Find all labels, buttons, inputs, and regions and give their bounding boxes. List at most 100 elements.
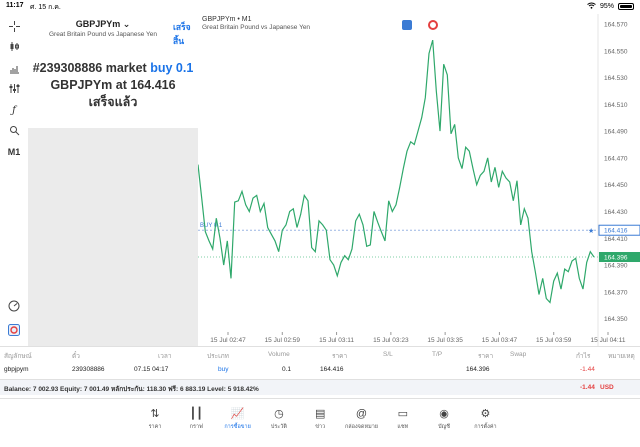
tab-label: การตั้งค่า [474,424,497,430]
column-header: ราคา [332,353,348,360]
status-right: 95% [587,2,634,11]
panel-background [28,128,198,346]
y-tick-label: 164.490 [604,129,628,136]
symbol-description: Great Britain Pound vs Japanese Yen [48,31,158,38]
column-header: Volume [268,351,290,358]
chat-icon: ▭ [397,408,408,420]
mail-at-icon: @ [355,408,368,420]
chart-icons [402,20,438,30]
order-status: เสร็จแล้ว [88,95,138,109]
row-type: buy [218,366,229,373]
star-icon: ★ [588,227,594,235]
objects-icon[interactable] [5,122,23,138]
order-ticket: #239308886 market [32,61,147,75]
x-tick-label: 15 Jul 02:47 [210,337,246,344]
one-click-trading-icon[interactable] [428,20,438,30]
wifi-icon [587,2,596,11]
order-result-message: #239308886 market buy 0.1 GBPJPYm at 164… [28,60,198,111]
tab-label: ประวัติ [270,424,287,430]
tab-arrows-updown[interactable]: ⇅ ราคา [137,407,173,431]
tab-label: บัญชี [438,424,451,430]
column-header: ประเภท [207,353,229,360]
y-tick-label: 164.530 [604,75,628,82]
tab-account[interactable]: ◉ บัญชี [426,407,462,431]
symbol-selector[interactable]: GBPJPYm ⌄ [28,19,178,30]
timeframe-label[interactable]: M1 [7,147,21,157]
row-profit: -1.44 [580,366,595,373]
trade-panel-icon[interactable] [402,20,412,30]
sliders-icon[interactable] [5,80,23,96]
fill-price: 164.416 [130,78,176,92]
y-tick-label: 164.510 [604,102,628,109]
tab-chat[interactable]: ▭ แชท [385,407,421,431]
x-tick-label: 15 Jul 03:23 [373,337,409,344]
column-header: หมายเหตุ [608,353,635,360]
buy-price-tag-text: 164.416 [604,228,628,235]
tab-mail-at[interactable]: @ กล่องจดหมาย [344,407,380,431]
crosshair-icon[interactable] [5,18,23,34]
x-tick-label: 15 Jul 03:11 [319,337,354,344]
tab-news[interactable]: ▤ ข่าว [302,407,338,431]
column-header: S/L [383,351,393,358]
column-header: สัญลักษณ์ [4,353,32,360]
table-row[interactable]: gbpjpym 239308886 07.15 04:17 buy 0.1 16… [0,362,640,378]
x-tick-label: 15 Jul 02:59 [265,337,301,344]
y-tick-label: 164.390 [604,263,628,270]
tab-chart-trade[interactable]: 📈 การซื้อขาย [220,407,256,431]
balance-bar: Balance: 7 002.93 Equity: 7 001.49 หลักป… [0,379,640,395]
status-bar: 11:17 ศ. 15 ก.ค. 95% [0,0,640,14]
price-line: GBPJPYm at 164.416 [28,77,198,94]
column-header: T/P [432,351,443,358]
candles-icon: ┃┃ [189,408,203,420]
indicators-icon[interactable] [5,60,23,76]
bottom-tab-bar: ⇅ ราคา ┃┃ กราฟ 📈 การซื้อขาย ◷ ประวัติ ▤ ข่าว @ กล่อ… [0,398,640,447]
tab-clock-history[interactable]: ◷ ประวัติ [261,407,297,431]
price-chart[interactable]: GBPJPYm • M1 Great Britain Pound vs Japa… [198,14,640,346]
row-time: 07.15 04:17 [134,366,169,373]
y-tick-label: 164.550 [604,48,628,55]
tab-candles[interactable]: ┃┃ กราฟ [178,407,214,431]
chevron-down-icon: ⌄ [122,19,131,29]
tab-label: กล่องจดหมาย [344,424,379,430]
done-button[interactable]: เสร็จสิ้น [173,22,191,46]
row-open-price: 164.416 [320,366,344,373]
buy-price-tag [598,224,640,236]
speed-gauge-icon[interactable] [5,298,23,314]
x-tick-label: 15 Jul 03:59 [536,337,572,344]
chart-subtitle: Great Britain Pound vs Japanese Yen [202,24,311,31]
y-tick-label: 164.430 [604,209,628,216]
total-profit: -1.44 [580,384,595,391]
balance-line: Balance: 7 002.93 Equity: 7 001.49 หลักป… [4,386,259,393]
y-tick-label: 164.470 [604,155,628,162]
column-header: เวลา [158,353,172,360]
x-tick-label: 15 Jul 03:35 [427,337,463,344]
column-header: ราคา [478,353,494,360]
tab-label: ราคา [148,424,162,430]
column-header: กำไร [576,353,591,360]
table-header: สัญลักษณ์ ตั๋ว เวลา ประเภท Volume ราคา S/L T/P ร… [0,346,640,360]
current-price-tag [599,252,640,263]
y-tick-label: 164.450 [604,182,628,189]
news-icon: ▤ [314,408,326,420]
tab-label: ข่าว [315,424,326,430]
status-date: ศ. 15 ก.ค. [30,4,61,11]
row-volume: 0.1 [282,366,292,373]
left-toolbar: ƒ M1 [0,14,28,346]
price-prefix: GBPJPYm at [50,78,127,92]
row-current-price: 164.396 [466,366,490,373]
row-ticket: 239308886 [72,366,105,373]
current-price-tag-text: 164.396 [604,255,628,262]
column-header: ตั๋ว [72,353,80,360]
broker-logo-icon[interactable] [5,322,23,338]
chart-title: GBPJPYm • M1 [202,16,252,23]
tab-gear[interactable]: ⚙ การตั้งค่า [467,407,503,431]
x-tick-label: 15 Jul 04:11 [591,337,626,344]
chart-plot: 164.570 164.550 164.530 164.510 164.490 164.4… [198,14,640,346]
positions-table: สัญลักษณ์ ตั๋ว เวลา ประเภท Volume ราคา S/L T/P ร… [0,346,640,396]
chart-trade-icon: 📈 [230,408,245,420]
price-series-line [198,39,595,304]
buy-order-label: BUY 0.1 [200,223,223,229]
candles-icon[interactable] [5,38,23,54]
function-icon[interactable]: ƒ [12,104,16,116]
y-tick-label: 164.350 [604,316,628,323]
